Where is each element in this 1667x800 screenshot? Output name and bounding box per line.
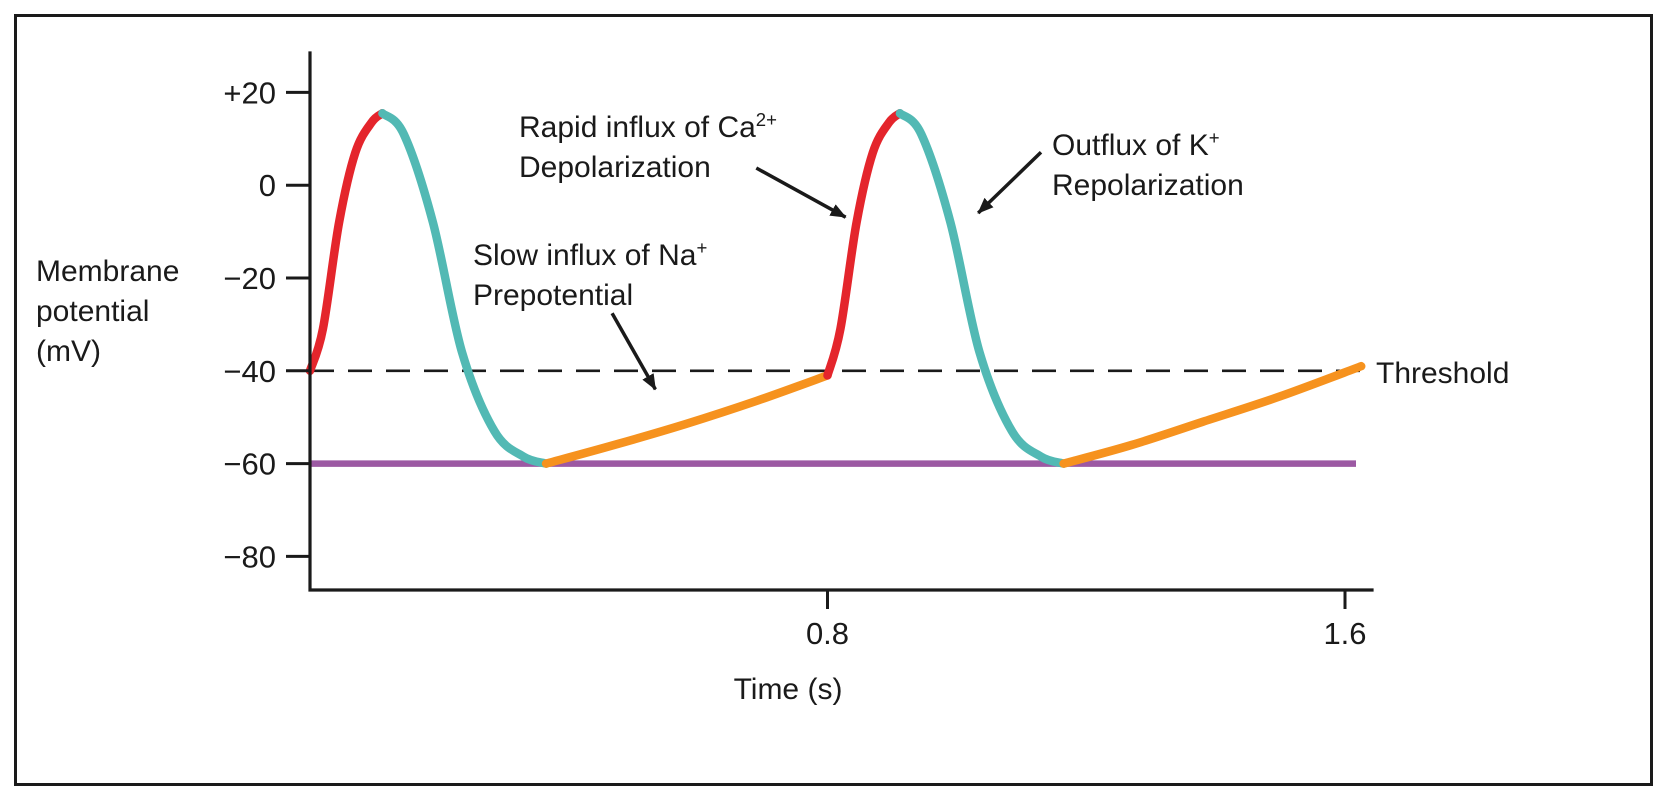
x-axis-title: Time (s) — [733, 673, 843, 706]
annotation-line: Outflux of K+ — [1052, 127, 1220, 162]
annotation-arrow-ca-influx — [755, 166, 847, 219]
y-tick-label: +20 — [223, 75, 276, 110]
axes — [308, 51, 1374, 592]
figure-border — [14, 14, 1653, 786]
y-tick-label: −60 — [223, 447, 276, 482]
annotation-arrow-na-influx — [610, 312, 657, 391]
curve-segment-depolarization-1 — [305, 109, 387, 376]
curve-segment-prepotential-2 — [1059, 361, 1366, 468]
curve-segment-repolarization-1 — [378, 109, 551, 468]
x-tick-label: 0.8 — [806, 616, 849, 651]
y-tick-label: −40 — [223, 354, 276, 389]
superscript: + — [1208, 127, 1220, 148]
annotation-k-outflux: Outflux of K+ Repolarization — [1052, 118, 1244, 206]
y-axis-title-line: (mV) — [36, 335, 101, 368]
annotation-arrow-k-outflux — [976, 151, 1043, 215]
superscript: 2+ — [755, 109, 777, 130]
y-tick-label: −20 — [223, 261, 276, 296]
annotation-line: Slow influx of Na+ — [473, 237, 708, 272]
curve-segment-depolarization-2 — [823, 109, 905, 380]
superscript: + — [696, 237, 708, 258]
annotation-line: Depolarization — [519, 151, 711, 184]
y-tick-label: 0 — [259, 168, 276, 203]
annotation-na-influx: Slow influx of Na+ Prepotential — [473, 228, 707, 316]
curve-segment-prepotential-1 — [541, 371, 832, 468]
y-tick-label: −80 — [223, 539, 276, 574]
curve-segment-repolarization-2 — [895, 109, 1068, 468]
y-axis-title: Membrane potential (mV) — [36, 252, 179, 372]
annotation-line: Prepotential — [473, 279, 634, 312]
y-axis-title-line: Membrane — [36, 255, 180, 288]
annotation-ca-influx: Rapid influx of Ca2+ Depolarization — [519, 100, 777, 188]
annotation-line: Repolarization — [1052, 169, 1244, 202]
y-axis-title-line: potential — [36, 295, 150, 328]
annotation-line: Rapid influx of Ca2+ — [519, 109, 777, 144]
x-tick-label: 1.6 — [1323, 616, 1366, 651]
threshold-label: Threshold — [1376, 357, 1510, 390]
